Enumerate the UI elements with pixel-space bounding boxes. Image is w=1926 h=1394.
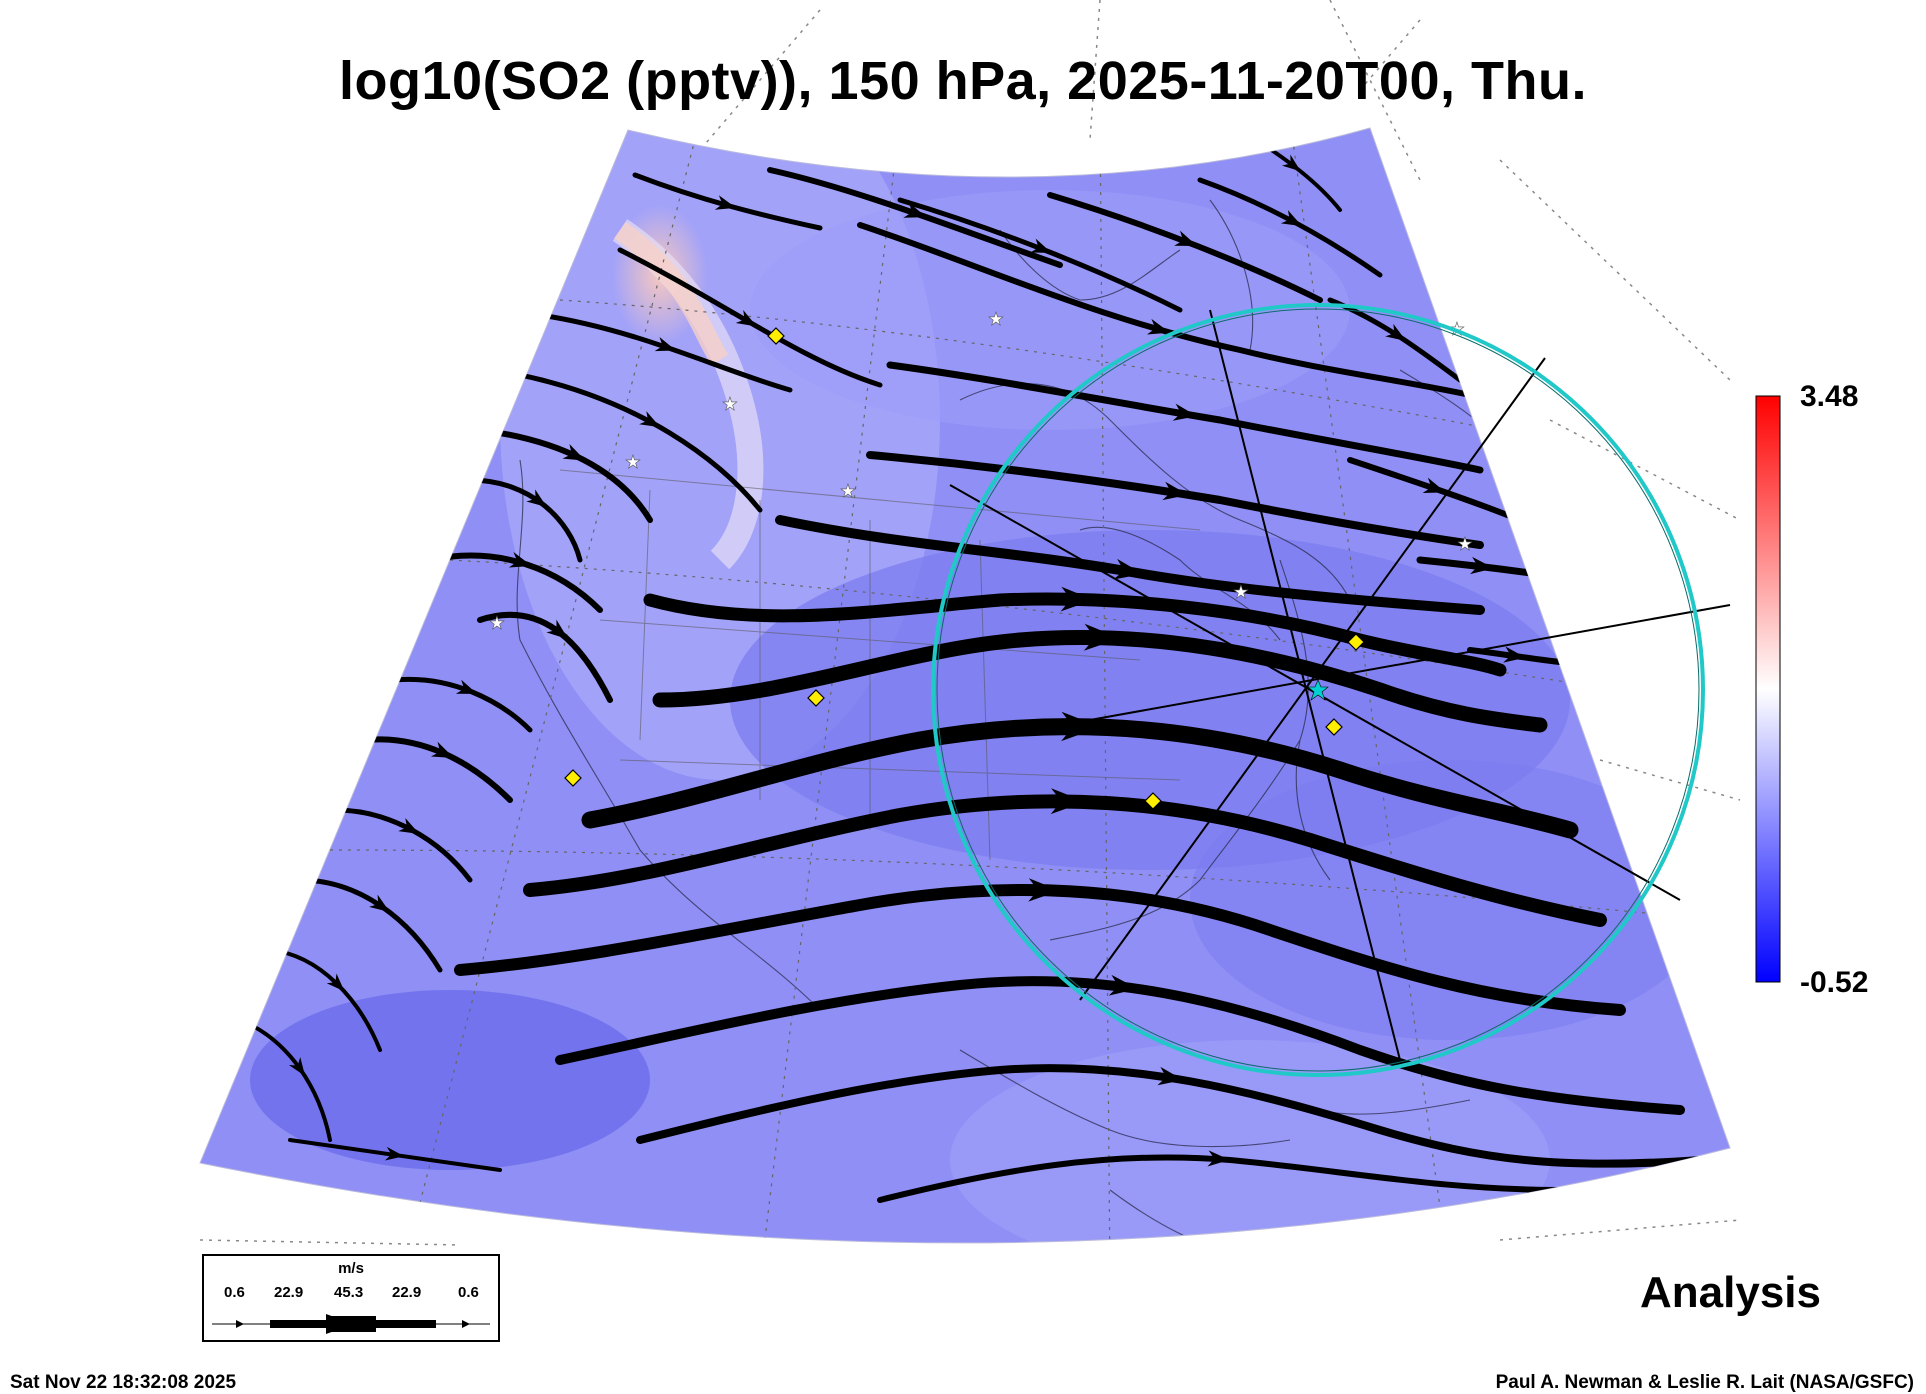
streamline-arrowhead xyxy=(639,411,661,428)
streamline-arrowhead xyxy=(1281,154,1301,172)
streamline-arrowhead xyxy=(562,444,586,461)
streamline-arrowhead xyxy=(903,202,927,218)
streamline-arrowhead xyxy=(369,894,390,913)
range-ring-inner xyxy=(936,308,1700,1072)
site-diamond xyxy=(767,327,785,345)
timestamp: Sat Nov 22 18:32:08 2025 xyxy=(10,1372,237,1393)
streamline-arrowhead xyxy=(508,552,532,568)
station-star: ★ xyxy=(1457,534,1473,555)
station-star: ★ xyxy=(625,452,641,473)
product-label: Analysis xyxy=(1640,1268,1821,1317)
site-diamond xyxy=(1347,633,1365,651)
streamline-arrowhead xyxy=(1162,481,1189,501)
wind-scale-value: 22.9 xyxy=(392,1284,422,1301)
station-star: ★ xyxy=(722,394,738,415)
wind-scale-arrows xyxy=(212,1314,490,1334)
wind-scale-legend: m/s 0.6 22.9 45.3 22.9 0.6 xyxy=(202,1254,500,1342)
streamline xyxy=(523,794,1607,927)
streamline-arrowhead xyxy=(1113,558,1143,580)
streamline-arrowhead xyxy=(430,741,454,758)
streamline xyxy=(537,312,793,393)
streamline-arrowhead xyxy=(1028,878,1060,902)
streamline-arrowhead xyxy=(1422,477,1446,493)
site-diamond xyxy=(807,689,825,707)
streamline-arrowhead xyxy=(1146,318,1170,335)
streamline xyxy=(775,515,1485,615)
streamline xyxy=(517,372,763,513)
wind-scale-value: 45.3 xyxy=(334,1284,364,1301)
center-marker xyxy=(1307,679,1329,701)
graticule-outer xyxy=(199,0,1741,1246)
streamline-arrowhead xyxy=(1061,711,1101,742)
wind-streamlines xyxy=(238,128,1704,1203)
streamline-arrowhead xyxy=(288,1057,306,1077)
colorbar xyxy=(1755,395,1781,983)
station-star: ★ xyxy=(988,309,1004,330)
wind-scale-value: 22.9 xyxy=(274,1284,304,1301)
station-star: ★ xyxy=(1233,582,1249,603)
wind-scale-unit: m/s xyxy=(338,1260,364,1277)
boundaries xyxy=(559,469,1201,861)
range-ring xyxy=(931,303,1705,1077)
station-stars: ★ ★★★★★★★ xyxy=(489,309,1474,635)
streamline-arrowhead xyxy=(1470,556,1495,575)
streamline-arrowhead xyxy=(1108,974,1138,996)
streamline-arrowhead xyxy=(455,679,478,694)
streamline-arrowhead xyxy=(1060,586,1094,612)
streamline-arrowhead xyxy=(1385,323,1407,341)
station-star: ★ xyxy=(489,613,505,634)
streamline-arrowhead xyxy=(714,195,737,210)
colorbar-max-label: 3.48 xyxy=(1800,380,1859,413)
streamline-arrowhead xyxy=(384,1146,405,1161)
wind-scale-value: 0.6 xyxy=(224,1284,245,1301)
wind-scale-value: 0.6 xyxy=(458,1284,479,1301)
streamline xyxy=(555,976,1685,1115)
streamline-arrowhead xyxy=(1050,788,1086,815)
streamline xyxy=(643,592,1507,677)
streamline-arrowhead xyxy=(1207,1150,1230,1167)
page-title: log10(SO2 (pptv)), 150 hPa, 2025-11-20T0… xyxy=(339,51,1587,111)
streamline xyxy=(652,629,1548,733)
streamline xyxy=(767,167,1063,268)
streamline xyxy=(866,451,1484,549)
streamline xyxy=(477,611,613,703)
streamline-arrowhead xyxy=(1174,230,1198,246)
streamline-arrowhead xyxy=(1503,646,1526,663)
streamline xyxy=(857,222,1473,398)
credit: Paul A. Newman & Leslie R. Lait (NASA/GS… xyxy=(1495,1372,1914,1393)
streamline xyxy=(617,247,883,388)
streamline xyxy=(886,361,1484,474)
site-diamond xyxy=(564,769,582,787)
colorbar-min-label: -0.52 xyxy=(1800,966,1869,999)
streamline-arrowhead xyxy=(735,309,757,327)
streamline-arrowhead xyxy=(1280,210,1303,227)
streamline-arrowhead xyxy=(526,489,547,508)
site-markers xyxy=(564,327,1365,810)
so2-field xyxy=(200,128,1730,1243)
site-diamond xyxy=(1325,718,1343,736)
streamline-arrowhead xyxy=(1083,623,1121,651)
site-diamond xyxy=(1144,792,1162,810)
streamline-arrowhead xyxy=(1157,1066,1184,1086)
streamline xyxy=(877,1154,1563,1203)
station-star: ★ xyxy=(840,481,856,502)
streamline-arrowhead xyxy=(398,817,420,835)
streamline-arrowhead xyxy=(1172,403,1198,421)
streamline-arrowhead xyxy=(326,973,345,992)
streamline-arrowhead xyxy=(654,336,676,352)
streamline-arrowhead xyxy=(546,619,569,640)
streamline-arrowhead xyxy=(1030,238,1052,253)
